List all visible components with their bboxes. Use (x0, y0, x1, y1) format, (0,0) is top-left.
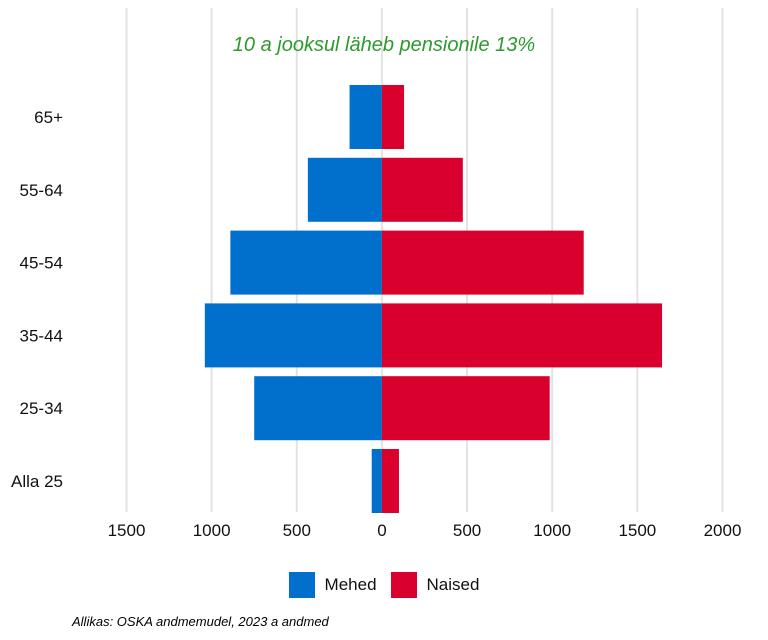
legend-item-naised: Naised (390, 572, 480, 598)
legend-label-mehed: Mehed (324, 575, 377, 594)
bar-mehed-alla-25 (371, 449, 382, 513)
y-tick-label: 45-54 (20, 254, 63, 273)
x-tick-label: 2000 (704, 521, 742, 540)
x-tick-label: 1500 (108, 521, 146, 540)
legend-swatch-mehed (288, 572, 315, 598)
x-tick-label: 1000 (193, 521, 231, 540)
y-tick-label: 55-64 (20, 181, 63, 200)
bar-naised-55-64 (381, 157, 463, 222)
y-axis-labels: 65+ 55-64 45-54 35-44 25-34 Alla 25 (11, 108, 63, 491)
y-tick-label: 65+ (34, 108, 63, 127)
legend-swatch-naised (390, 572, 417, 598)
x-tick-label: 1000 (533, 521, 571, 540)
legend: Mehed Naised (0, 572, 768, 598)
bar-mehed-55-64 (307, 157, 382, 222)
bar-naised-25-34 (381, 376, 550, 441)
y-tick-label: Alla 25 (11, 472, 63, 491)
source-note: Allikas: OSKA andmemudel, 2023 a andmed (72, 614, 329, 629)
bar-naised-65- (381, 85, 405, 149)
bars (204, 85, 663, 513)
x-tick-label: 500 (283, 521, 311, 540)
x-tick-label: 1500 (618, 521, 656, 540)
chart-annotation: 10 a jooksul läheb pensionile 13% (232, 34, 536, 56)
legend-item-mehed: Mehed (288, 572, 377, 598)
bar-mehed-25-34 (254, 376, 382, 441)
bar-naised-35-44 (381, 303, 663, 368)
x-tick-label: 500 (453, 521, 481, 540)
legend-label-naised: Naised (426, 575, 480, 594)
y-tick-label: 25-34 (20, 399, 63, 418)
bar-mehed-35-44 (204, 303, 382, 368)
bar-naised-45-54 (381, 230, 584, 295)
x-axis-labels: 1500 1000 500 0 500 1000 1500 2000 (108, 521, 742, 540)
bar-mehed-45-54 (230, 230, 382, 295)
bar-mehed-65- (349, 85, 382, 149)
bar-naised-alla-25 (381, 449, 399, 513)
y-tick-label: 35-44 (20, 326, 63, 345)
x-tick-label: 0 (377, 521, 386, 540)
